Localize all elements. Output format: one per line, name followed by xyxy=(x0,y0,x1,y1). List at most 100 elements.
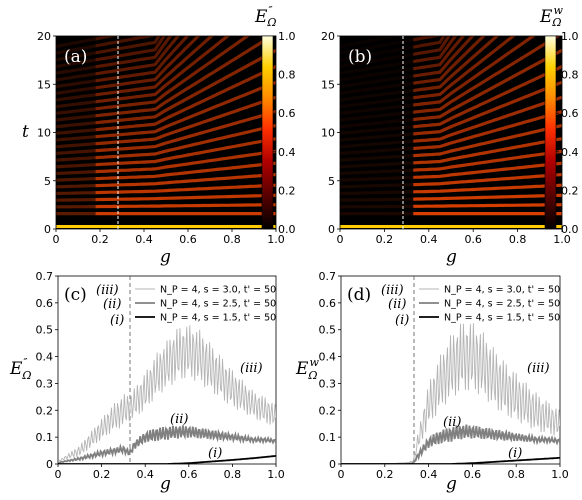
y-tick-label: 0.4 xyxy=(319,351,337,364)
colorbar-tick-label: 0.4 xyxy=(278,146,296,159)
x-tick-label: 0.2 xyxy=(93,468,111,481)
colorbar-tick-label: 0.8 xyxy=(278,69,296,82)
y-tick-label: 0 xyxy=(329,458,336,471)
y-tick-label: 0.2 xyxy=(319,404,337,417)
y-tick-label: 5 xyxy=(328,175,335,188)
colorbar-tick-label: 0.0 xyxy=(561,223,579,236)
y-tick-label: 20 xyxy=(321,30,335,43)
heatmap-base-band xyxy=(340,225,562,228)
colorbar-b-axis: 0.0 0.2 0.4 0.6 0.8 1.0 xyxy=(544,30,579,236)
y-tick-label: 10 xyxy=(321,127,335,140)
colorbar-a-label: EΩ″ xyxy=(254,4,277,29)
colorbar-tick-label: 0.0 xyxy=(278,223,296,236)
annotation-c-ii-left: (ii) xyxy=(103,297,121,312)
colorbar-tick-label: 1.0 xyxy=(561,30,579,43)
y-tick-label: 0.7 xyxy=(319,270,337,283)
legend-label: N_P = 4, s = 2.5, t' = 50 xyxy=(160,299,276,310)
y-tick-label: 0.5 xyxy=(319,324,337,337)
y-tick-label: 0.2 xyxy=(36,404,54,417)
colorbar-frame xyxy=(544,35,557,230)
y-tick-label: 0.5 xyxy=(36,324,54,337)
colorbar-tick-label: 0.6 xyxy=(278,107,296,120)
y-tick-label: 0.4 xyxy=(36,351,54,364)
y-tick-label: 15 xyxy=(37,78,51,91)
y-tick-label: 0.7 xyxy=(36,270,54,283)
x-tick-label: 0.2 xyxy=(376,468,394,481)
heatmap-base-band xyxy=(56,225,276,228)
series-line xyxy=(58,325,276,462)
axes-c: 0 0.2 0.4 0.6 0.8 1.0 0 0.1 0.2 0.3 0.4 0.5 0.6 0.7 xyxy=(36,270,285,481)
colorbar-b xyxy=(545,36,556,229)
xlabel-a: g xyxy=(160,247,171,267)
panel-d: 0 0.2 0.4 0.6 0.8 1.0 0 0.1 0.2 0.3 0.4 0.5 0.6 0.7 (… xyxy=(295,270,569,494)
colorbar-a xyxy=(262,36,273,229)
annotation-d-iii: (iii) xyxy=(527,361,550,376)
axes-b: 0 0.2 0.4 0.6 0.8 1.0 0 5 10 15 20 xyxy=(321,30,571,246)
x-tick-label: 0.4 xyxy=(136,468,154,481)
annotation-d-i: (i) xyxy=(508,446,522,461)
axes-d: 0 0.2 0.4 0.6 0.8 1.0 0 0.1 0.2 0.3 0.4 0.5 0.6 0.7 xyxy=(319,270,569,481)
annotation-c-i: (i) xyxy=(208,446,222,461)
series-d xyxy=(341,323,560,464)
x-tick-label: 0 xyxy=(55,468,62,481)
x-tick-label: 0.4 xyxy=(420,468,438,481)
series-line xyxy=(58,425,276,464)
colorbar-a-axis: 0.0 0.2 0.4 0.6 0.8 1.0 xyxy=(261,30,296,236)
ylabel-c: EΩ″ xyxy=(9,356,32,382)
legend-label: N_P = 4, s = 2.5, t' = 50 xyxy=(444,299,560,310)
ylabel-a: t xyxy=(22,122,29,142)
y-tick-label: 10 xyxy=(37,127,51,140)
x-tick-label: 0 xyxy=(337,233,344,246)
heatmap-low-g-shade xyxy=(340,36,414,225)
x-tick-label: 1.0 xyxy=(267,233,285,246)
colorbar-tick-label: 0.2 xyxy=(561,184,579,197)
panel-label-d: (d) xyxy=(347,285,371,305)
heatmap-low-g-shade xyxy=(56,36,96,225)
x-tick-label: 1.0 xyxy=(551,468,569,481)
x-tick-label: 0.4 xyxy=(420,233,438,246)
colorbar-tick-label: 0.4 xyxy=(561,146,579,159)
legend-label: N_P = 4, s = 1.5, t' = 50 xyxy=(160,313,276,324)
series-line xyxy=(341,456,560,464)
x-tick-label: 0.2 xyxy=(376,233,394,246)
panel-label-c: (c) xyxy=(64,285,87,305)
x-tick-label: 0.2 xyxy=(91,233,109,246)
x-tick-label: 0.8 xyxy=(224,468,242,481)
y-tick-label: 0 xyxy=(328,223,335,236)
xlabel-c: g xyxy=(160,474,171,494)
x-tick-label: 1.0 xyxy=(553,233,571,246)
annotation-d-iii-left: (iii) xyxy=(381,283,404,298)
annotation-c-iii: (iii) xyxy=(240,361,263,376)
panel-label-b: (b) xyxy=(348,47,372,67)
y-tick-label: 5 xyxy=(44,175,51,188)
x-tick-label: 0 xyxy=(338,468,345,481)
colorbar-tick-label: 1.0 xyxy=(278,30,296,43)
legend-c: N_P = 4, s = 3.0, t' = 50 N_P = 4, s = 2.… xyxy=(135,285,276,324)
legend-label: N_P = 4, s = 1.5, t' = 50 xyxy=(444,313,560,324)
panel-c: 0 0.2 0.4 0.6 0.8 1.0 0 0.1 0.2 0.3 0.4 0.5 0.6 0.7 (… xyxy=(9,270,285,494)
annotation-d-ii: (ii) xyxy=(443,415,461,430)
legend-label: N_P = 4, s = 3.0, t' = 50 xyxy=(160,285,276,296)
x-tick-label: 0.6 xyxy=(464,468,482,481)
y-tick-label: 0.6 xyxy=(36,297,54,310)
x-tick-label: 0.6 xyxy=(180,468,198,481)
series-line xyxy=(341,323,560,464)
y-tick-label: 0.1 xyxy=(36,431,54,444)
x-tick-label: 1.0 xyxy=(267,468,285,481)
colorbar-tick-label: 0.6 xyxy=(561,107,579,120)
annotation-c-iii-left: (iii) xyxy=(96,283,119,298)
panel-label-a: (a) xyxy=(64,47,87,67)
x-tick-label: 0.4 xyxy=(135,233,153,246)
xlabel-b: g xyxy=(446,247,457,267)
x-tick-label: 0.8 xyxy=(507,468,525,481)
x-tick-label: 0 xyxy=(53,233,60,246)
y-tick-label: 0.1 xyxy=(319,431,337,444)
annotation-c-i-left: (i) xyxy=(110,313,124,328)
legend-d: N_P = 4, s = 3.0, t' = 50 N_P = 4, s = 2.… xyxy=(419,285,560,324)
series-c xyxy=(58,325,276,464)
y-tick-label: 0 xyxy=(46,458,53,471)
annotation-d-i-left: (i) xyxy=(395,313,409,328)
y-tick-label: 0.3 xyxy=(36,377,54,390)
